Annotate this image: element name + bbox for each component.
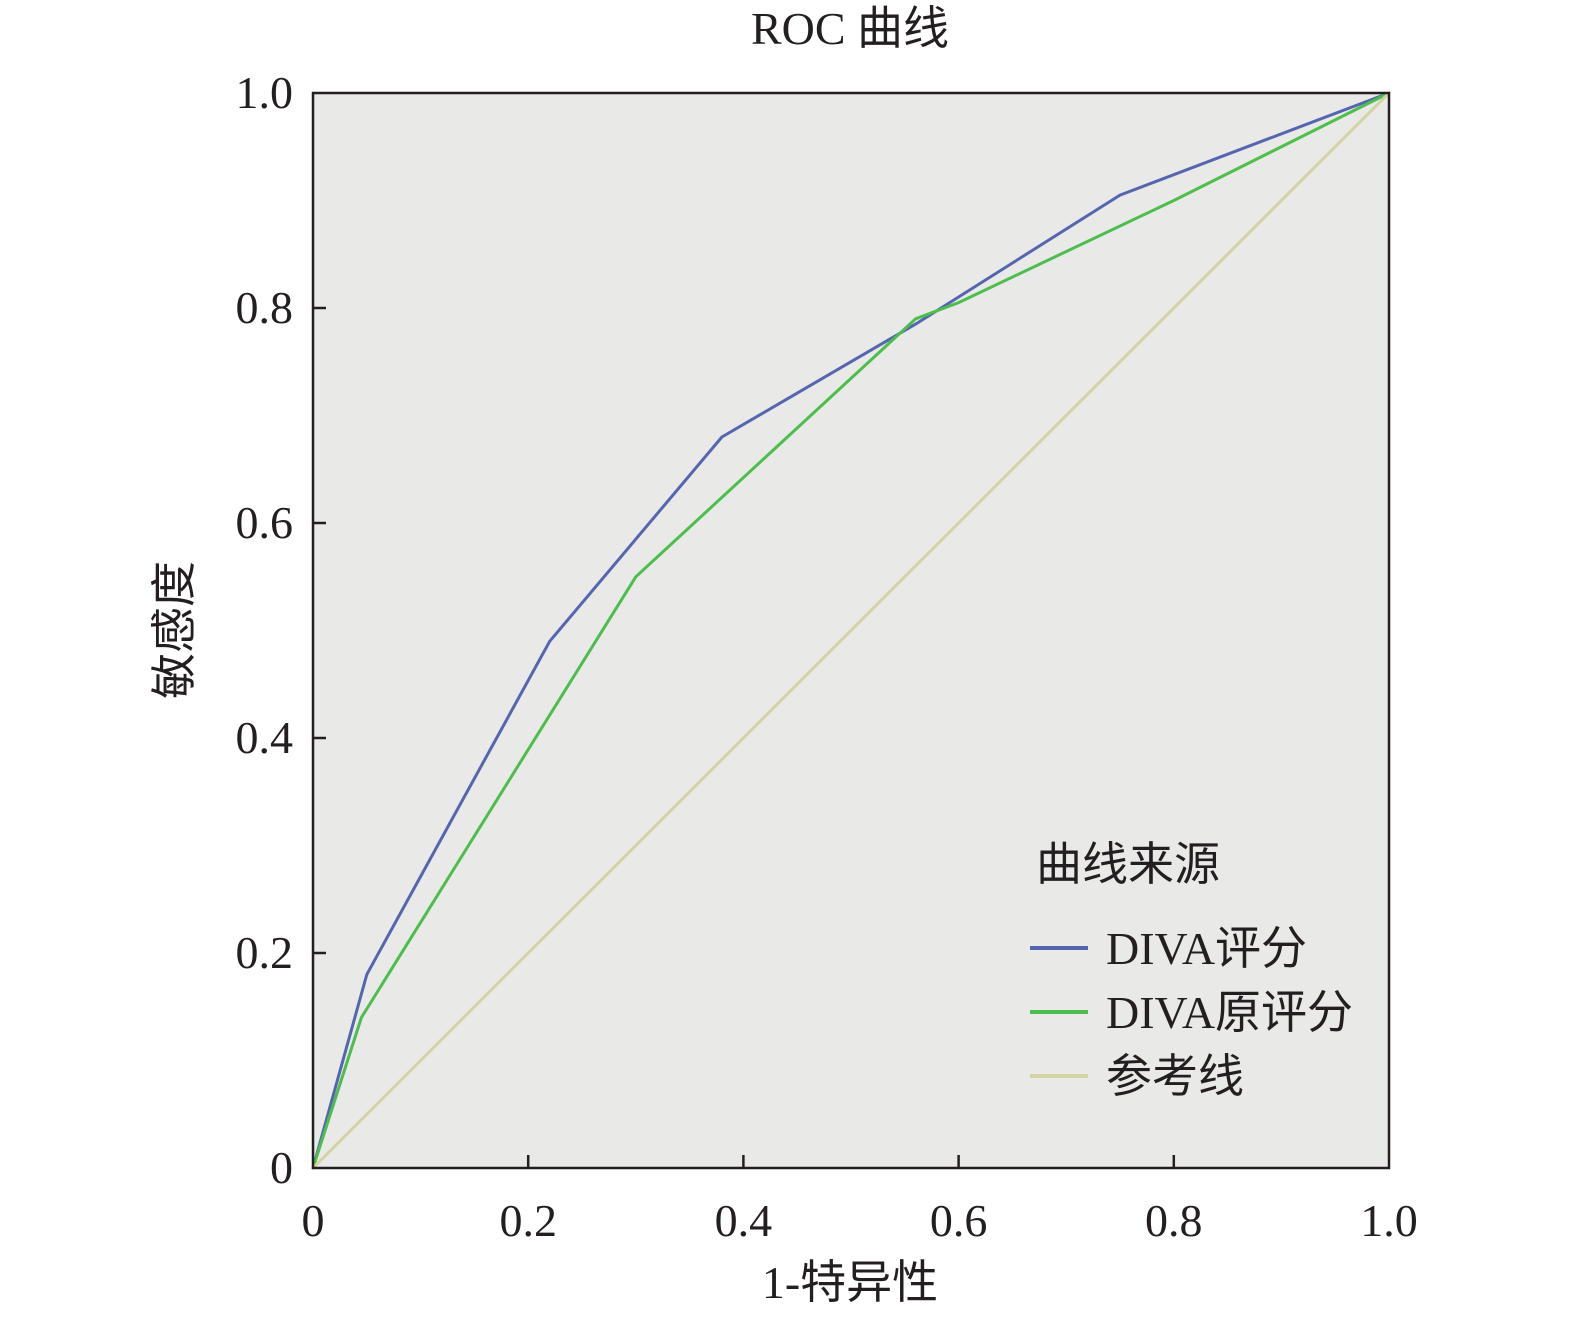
plot-frame bbox=[311, 91, 1391, 1170]
x-tick-label: 0 bbox=[302, 1195, 325, 1246]
chart-title: ROC 曲线 bbox=[751, 3, 949, 54]
x-axis: 0 0.2 0.4 0.6 0.8 1.0 bbox=[302, 1155, 1418, 1246]
x-tick-label: 1.0 bbox=[1360, 1195, 1418, 1246]
x-tick-label: 0.2 bbox=[499, 1195, 557, 1246]
y-tick-label: 0.2 bbox=[236, 927, 294, 978]
x-tick-label: 0.6 bbox=[930, 1195, 988, 1246]
diva-score-line bbox=[311, 91, 1391, 1170]
y-axis-label: 敏感度 bbox=[149, 561, 200, 699]
series-layer bbox=[311, 91, 1391, 1170]
legend-label-reference: 参考线 bbox=[1106, 1051, 1244, 1102]
legend-label-diva-score: DIVA评分 bbox=[1106, 923, 1307, 974]
y-axis: 0 0.2 0.4 0.6 0.8 1.0 bbox=[236, 67, 326, 1193]
y-tick-label: 0 bbox=[270, 1142, 293, 1193]
legend-label-diva-original-score: DIVA原评分 bbox=[1106, 987, 1353, 1038]
x-tick-label: 0.8 bbox=[1145, 1195, 1203, 1246]
x-tick-label: 0.4 bbox=[715, 1195, 773, 1246]
legend-title: 曲线来源 bbox=[1036, 839, 1220, 890]
x-axis-label: 1-特异性 bbox=[762, 1257, 938, 1308]
diva-original-score-line bbox=[311, 91, 1391, 1170]
y-tick-label: 0.4 bbox=[236, 712, 294, 763]
y-tick-label: 0.6 bbox=[236, 497, 294, 548]
y-tick-label: 0.8 bbox=[236, 282, 294, 333]
y-tick-label: 1.0 bbox=[236, 67, 294, 118]
reference-line bbox=[311, 91, 1391, 1170]
